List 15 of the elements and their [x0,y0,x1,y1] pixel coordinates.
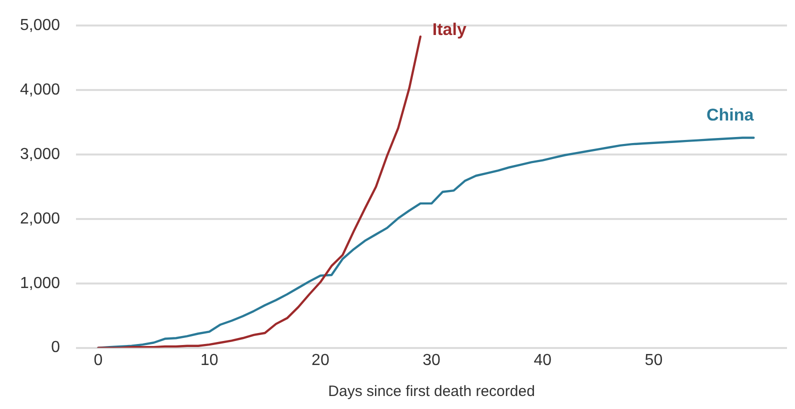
y-tick-label: 4,000 [20,81,60,98]
series-label: China [706,105,754,124]
series-label: Italy [432,20,467,40]
y-tick-label: 0 [51,339,60,356]
y-tick-label: 5,000 [20,17,60,34]
x-axis-title: Days since first death recorded [328,383,535,400]
y-tick-label: 1,000 [20,274,60,292]
x-tick-label: 10 [200,352,218,369]
x-tick-label: 0 [94,352,103,369]
y-tick-label: 3,000 [20,146,60,163]
x-tick-label: 50 [644,352,663,369]
x-tick-label: 40 [534,352,552,369]
y-tick-label: 2,000 [20,210,60,228]
x-tick-label: 30 [422,352,441,369]
x-tick-label: 20 [312,352,330,369]
